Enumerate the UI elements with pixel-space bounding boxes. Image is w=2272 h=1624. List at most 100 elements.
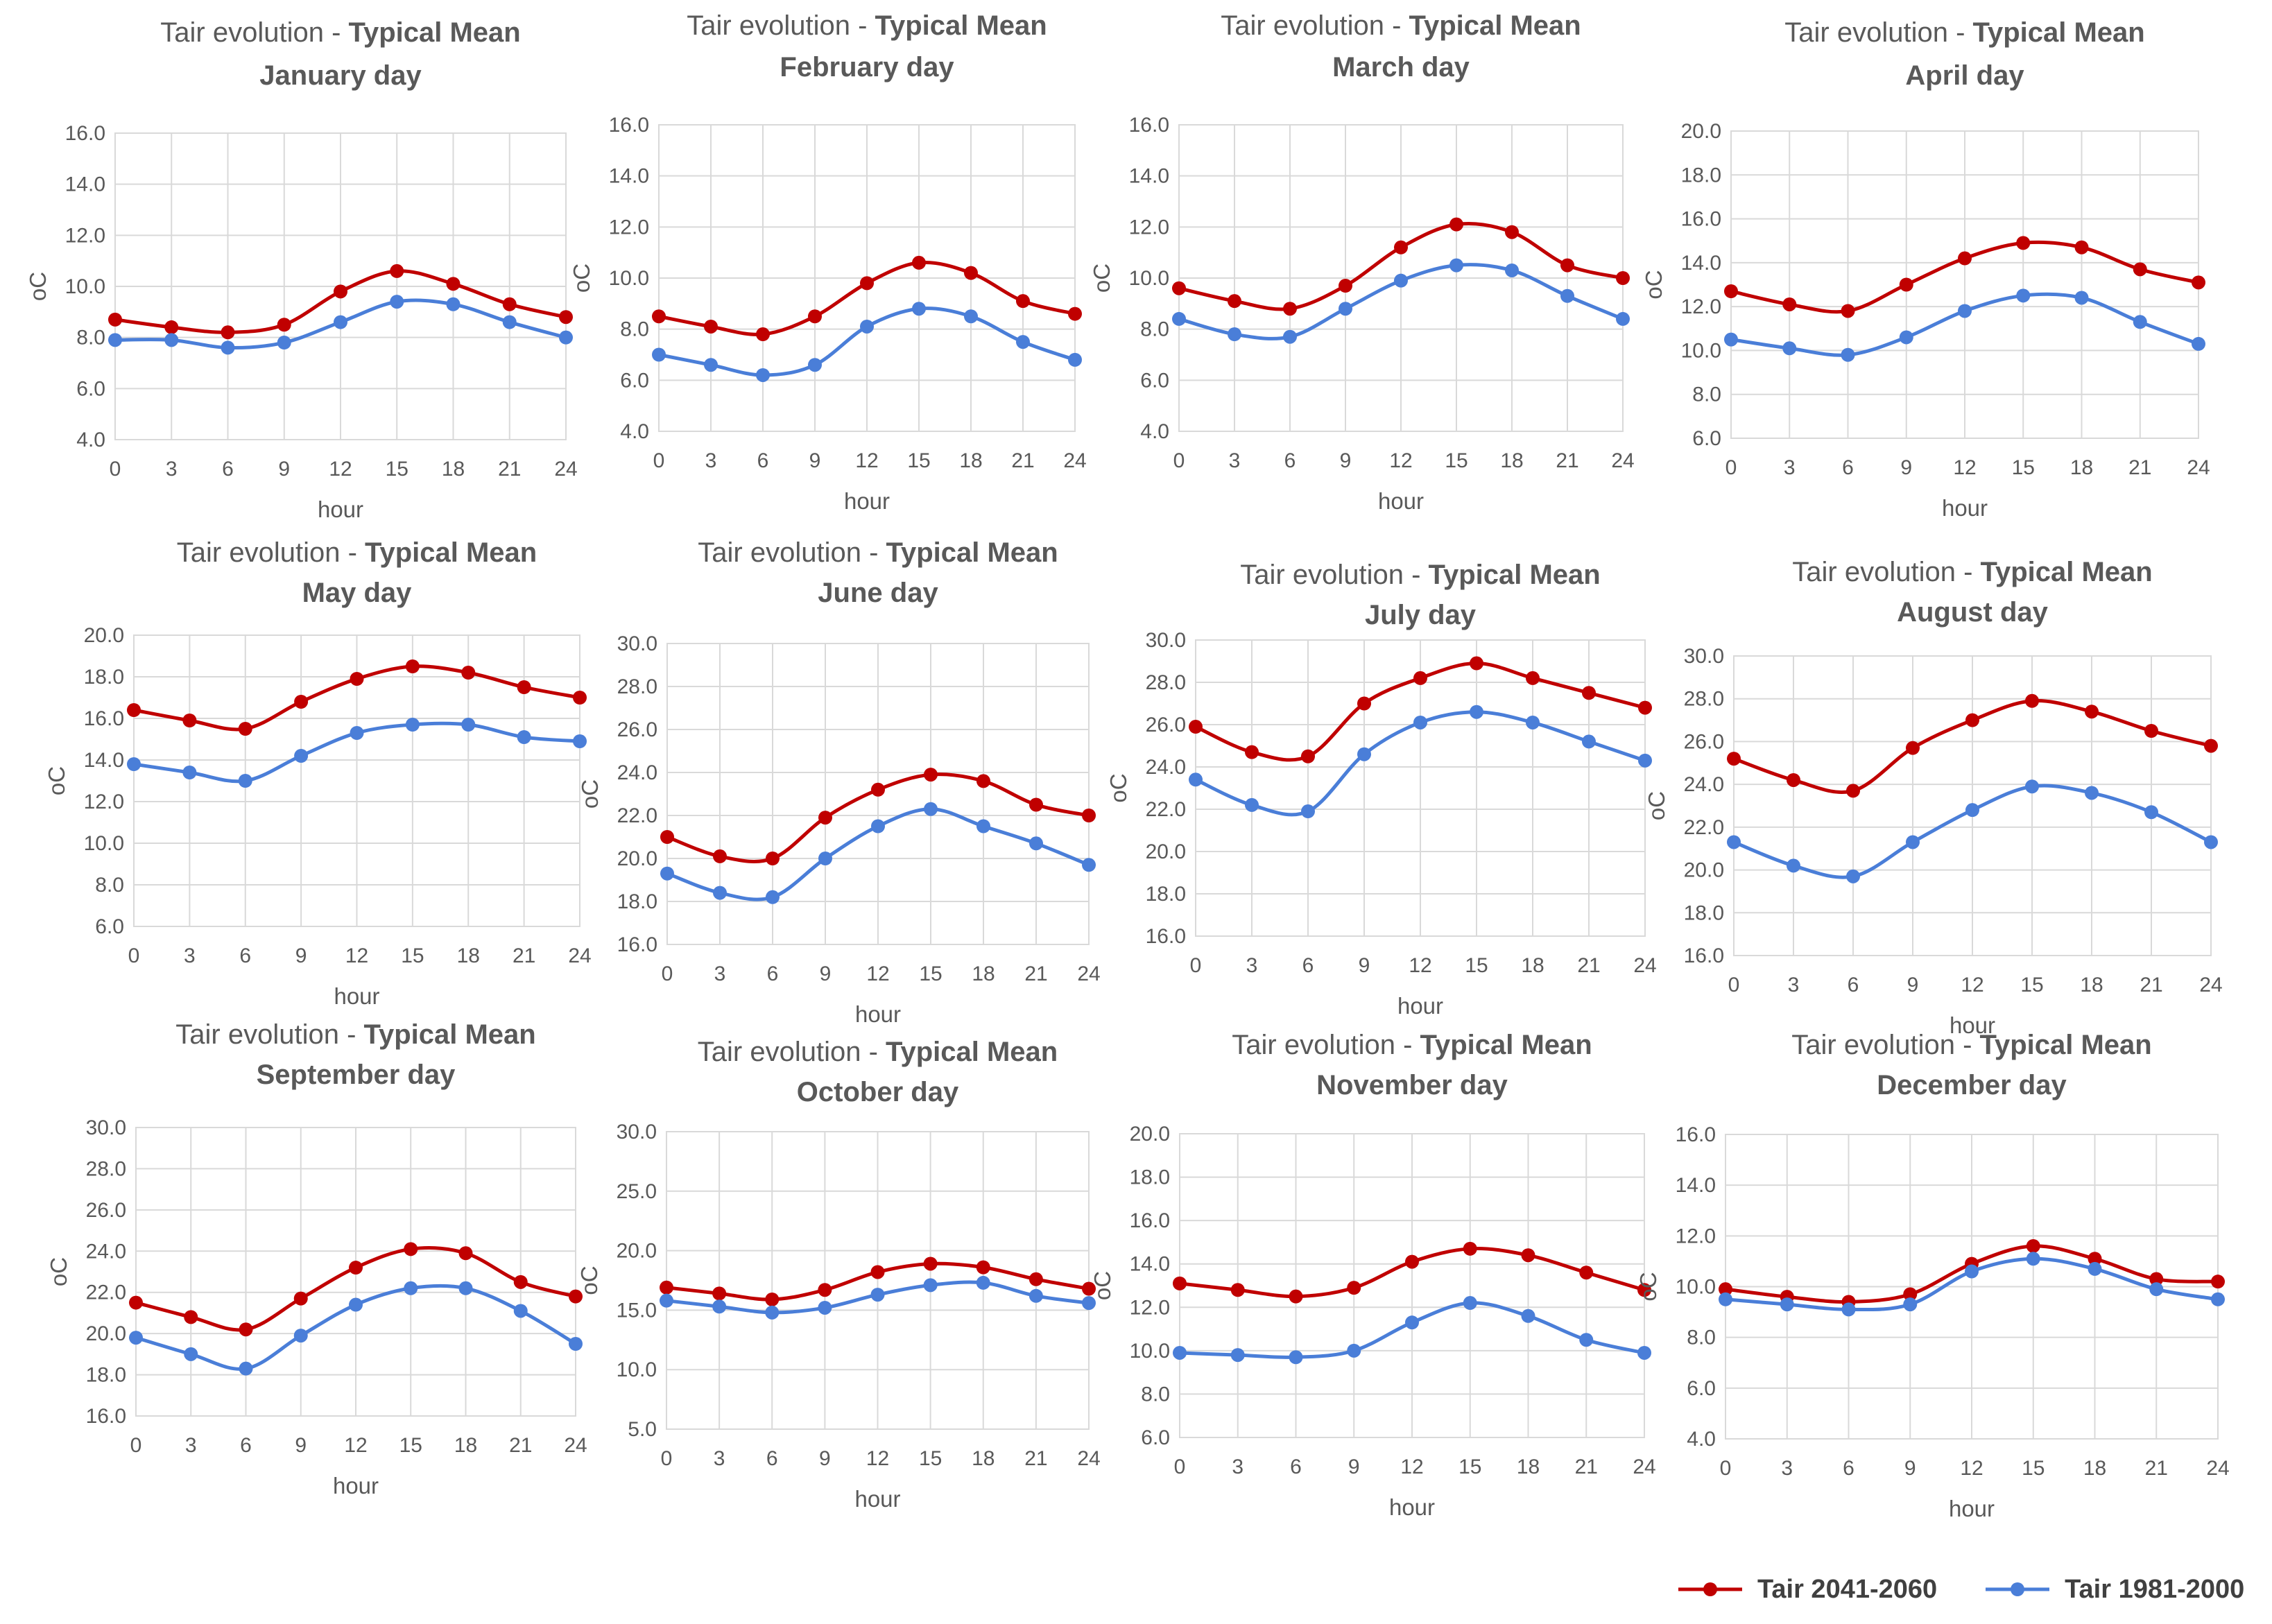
x-tick-label: 3 — [1229, 449, 1241, 472]
data-point-future — [184, 1310, 198, 1324]
data-point-future — [1016, 294, 1030, 309]
chart-title: Tair evolution - Typical Mean — [698, 537, 1058, 568]
y-tick-label: 12.0 — [1130, 1296, 1170, 1319]
x-tick-label: 12 — [344, 1434, 367, 1457]
data-point-past — [660, 866, 674, 881]
x-tick-label: 12 — [866, 1447, 889, 1470]
x-tick-label: 21 — [1011, 449, 1034, 472]
data-point-past — [129, 1331, 143, 1345]
data-point-past — [184, 1347, 198, 1361]
x-tick-label: 0 — [130, 1434, 142, 1457]
data-point-past — [2204, 835, 2218, 849]
chart-subtitle: September day — [257, 1060, 456, 1090]
x-tick-label: 24 — [2206, 1457, 2229, 1480]
data-point-future — [1301, 749, 1315, 763]
x-tick-label: 24 — [2187, 456, 2210, 479]
data-point-past — [1782, 341, 1797, 356]
data-point-future — [238, 722, 252, 736]
chart-april: 6.0 8.0 10.0 12.0 14.0 16.0 18.0 20.0 0 3 6 9 12 15 18… — [1641, 17, 2210, 521]
chart-title: Tair evolution - Typical Mean — [1232, 1030, 1592, 1060]
chart-title: Tair evolution - Typical Mean — [1240, 560, 1600, 590]
data-point-past — [1172, 311, 1186, 326]
data-point-future — [1782, 297, 1797, 311]
chart-subtitle: August day — [1897, 597, 2049, 628]
y-tick-label: 14.0 — [609, 165, 649, 188]
data-point-past — [1780, 1297, 1794, 1312]
data-point-past — [1727, 835, 1741, 849]
data-point-future — [2211, 1275, 2225, 1289]
data-point-past — [2016, 288, 2031, 303]
x-tick-label: 24 — [2199, 974, 2222, 996]
y-tick-label: 8.0 — [1692, 383, 1721, 406]
x-tick-label: 18 — [454, 1434, 477, 1457]
x-tick-label: 0 — [1173, 449, 1185, 472]
chart-title: Tair evolution - Typical Mean — [698, 1037, 1058, 1067]
x-tick-label: 18 — [457, 944, 480, 967]
data-point-future — [350, 672, 364, 686]
chart-august: 16.0 18.0 20.0 22.0 24.0 26.0 28.0 30.0 0 3 6 9 12 15… — [1644, 557, 2223, 1038]
data-point-future — [502, 297, 517, 311]
data-point-future — [912, 255, 926, 270]
x-tick-label: 9 — [295, 1434, 307, 1457]
x-tick-label: 6 — [1284, 449, 1296, 472]
data-point-past — [1228, 327, 1241, 342]
data-point-past — [976, 819, 990, 833]
x-tick-label: 21 — [1577, 954, 1600, 977]
x-tick-label: 3 — [166, 458, 178, 481]
x-tick-label: 3 — [1232, 1455, 1243, 1478]
x-tick-label: 12 — [1409, 954, 1431, 977]
x-tick-label: 9 — [1348, 1455, 1360, 1478]
x-tick-label: 21 — [513, 944, 535, 967]
x-tick-label: 15 — [2012, 456, 2035, 479]
chart-subtitle: July day — [1365, 600, 1477, 630]
data-point-future — [108, 312, 122, 327]
data-point-future — [1394, 240, 1408, 254]
data-point-past — [1582, 734, 1596, 749]
x-tick-label: 6 — [767, 962, 779, 985]
data-point-past — [2025, 779, 2039, 794]
y-tick-label: 30.0 — [617, 632, 657, 655]
y-axis-label: oC — [569, 264, 594, 293]
y-axis-label: oC — [44, 766, 69, 795]
data-point-past — [238, 774, 252, 788]
y-tick-label: 16.0 — [1684, 944, 1724, 967]
x-tick-label: 21 — [2140, 974, 2162, 996]
data-point-future — [182, 714, 197, 727]
y-tick-label: 20.0 — [1130, 1123, 1170, 1146]
data-point-future — [1579, 1265, 1594, 1280]
data-point-future — [713, 849, 727, 863]
y-tick-label: 16.0 — [1129, 114, 1169, 137]
data-point-past — [766, 890, 780, 904]
x-tick-label: 3 — [714, 1447, 725, 1470]
data-point-future — [808, 309, 822, 324]
data-point-future — [1082, 1281, 1096, 1296]
data-point-future — [569, 1289, 583, 1304]
y-tick-label: 8.0 — [620, 318, 649, 341]
x-tick-label: 9 — [1907, 974, 1919, 996]
y-tick-label: 10.0 — [1681, 339, 1721, 362]
data-point-past — [1029, 836, 1043, 851]
x-tick-label: 0 — [128, 944, 140, 967]
data-point-future — [2192, 275, 2205, 290]
x-tick-label: 6 — [1843, 1457, 1854, 1480]
x-tick-label: 12 — [329, 458, 352, 481]
data-point-past — [1068, 352, 1082, 367]
x-axis-label: hour — [1949, 1496, 1995, 1521]
data-point-past — [1526, 715, 1540, 729]
data-point-future — [1029, 797, 1043, 812]
data-point-future — [559, 310, 573, 325]
y-axis-label: oC — [1090, 1271, 1115, 1300]
data-point-past — [502, 315, 517, 329]
data-point-past — [964, 309, 978, 324]
data-point-past — [1846, 869, 1860, 883]
data-point-future — [1903, 1287, 1918, 1302]
data-point-past — [1719, 1292, 1732, 1306]
data-point-past — [652, 347, 666, 362]
x-axis-label: hour — [1389, 1494, 1435, 1520]
data-point-future — [1339, 279, 1352, 293]
data-point-future — [766, 852, 780, 865]
data-point-future — [573, 691, 587, 705]
x-tick-label: 9 — [1340, 449, 1352, 472]
data-point-past — [1958, 304, 1972, 318]
chart-subtitle: October day — [797, 1077, 959, 1107]
